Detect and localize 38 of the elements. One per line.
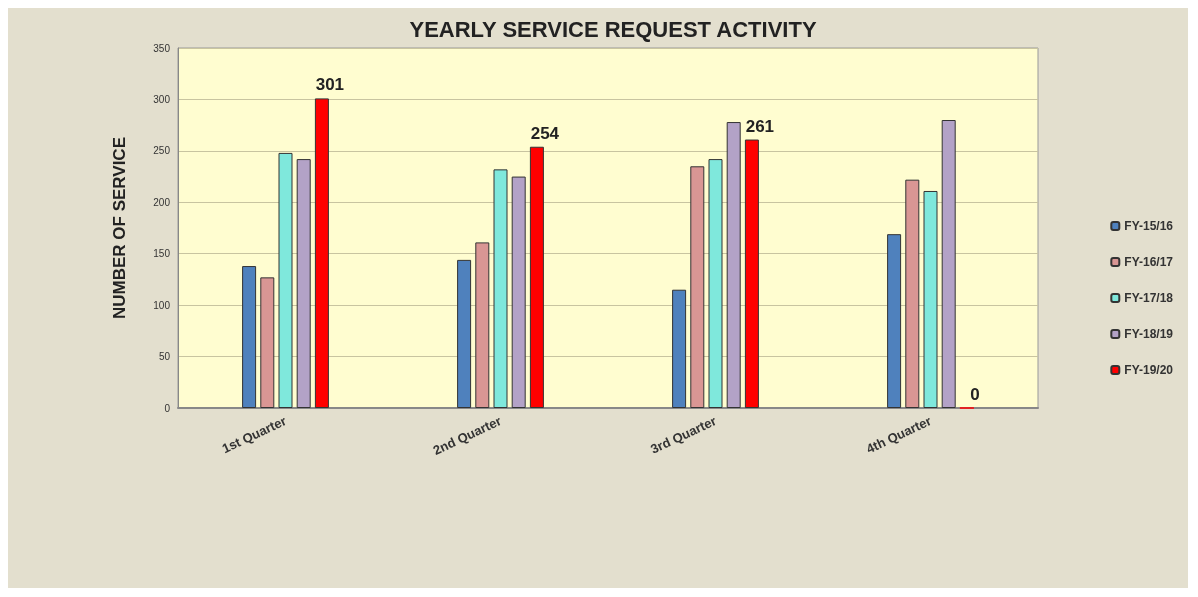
data-label: 261 xyxy=(745,116,775,136)
bar xyxy=(690,166,705,408)
bar xyxy=(511,176,526,408)
y-tick-label: 150 xyxy=(153,248,171,260)
bar xyxy=(905,179,920,408)
y-tick-label: 0 xyxy=(164,402,171,414)
data-label: 254 xyxy=(530,123,560,143)
bar xyxy=(242,266,257,408)
y-tick-label: 50 xyxy=(158,351,171,363)
bar xyxy=(260,277,275,408)
y-axis-title: NUMBER OF SERVICE xyxy=(110,137,129,319)
y-tick-label: 250 xyxy=(153,145,171,157)
y-tick-label: 100 xyxy=(153,299,171,311)
bar xyxy=(941,120,956,408)
bar xyxy=(923,190,938,408)
y-tick-label: 200 xyxy=(153,196,171,208)
bar xyxy=(314,98,329,408)
data-label: 301 xyxy=(315,75,345,95)
chart-title: YEARLY SERVICE REQUEST ACTIVITY xyxy=(409,16,817,42)
bar xyxy=(887,234,902,408)
bar xyxy=(529,146,544,408)
bar xyxy=(672,289,687,408)
y-tick-label: 350 xyxy=(153,42,171,54)
bar xyxy=(726,122,741,408)
bar xyxy=(475,242,490,408)
y-tick-label: 300 xyxy=(153,93,171,105)
bar xyxy=(493,169,508,408)
bar xyxy=(278,152,293,408)
legend-label: FY-17/18 xyxy=(1124,291,1174,305)
bar xyxy=(744,139,759,408)
legend-label: FY-16/17 xyxy=(1124,255,1174,269)
bar xyxy=(708,159,723,408)
legend-label: FY-15/16 xyxy=(1124,219,1174,233)
bar xyxy=(296,159,311,408)
data-label: 0 xyxy=(970,384,980,404)
legend-label: FY-18/19 xyxy=(1124,327,1174,341)
bar xyxy=(457,259,472,408)
legend-label: FY-19/20 xyxy=(1124,363,1174,377)
